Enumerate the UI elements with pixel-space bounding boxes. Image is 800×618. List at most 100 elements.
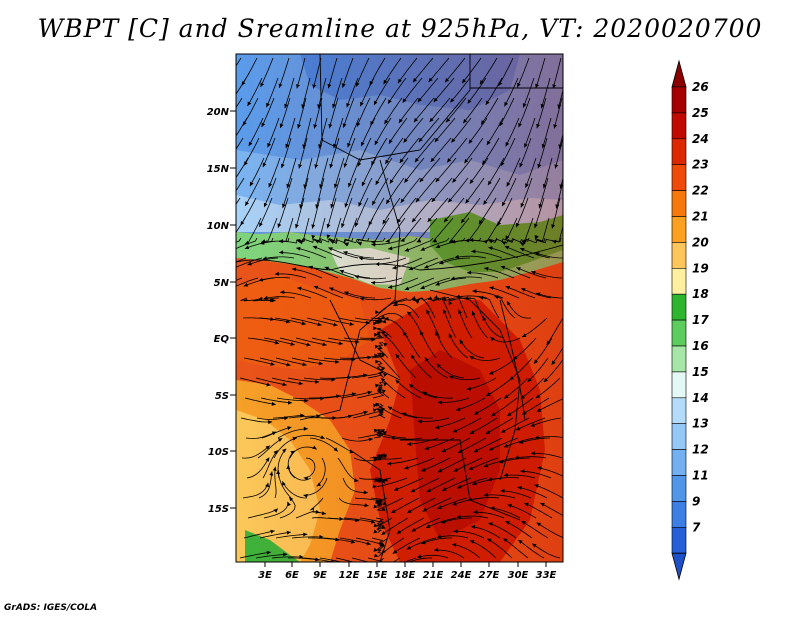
streamline-arrowhead (459, 339, 464, 345)
chart-title: WBPT [C] and Sreamline at 925hPa, VT: 20… (37, 14, 763, 43)
streamline-arrowhead (249, 181, 254, 187)
streamline-arrowhead (472, 289, 477, 294)
streamline (481, 137, 500, 165)
streamline (412, 57, 434, 83)
streamline (385, 217, 406, 242)
lon-label: 12E (339, 570, 360, 581)
lon-label: 3E (258, 570, 272, 581)
streamline (358, 257, 391, 260)
streamline-arrowhead (534, 223, 538, 229)
streamline (303, 377, 336, 381)
streamline (275, 533, 308, 539)
streamline-arrowhead (229, 286, 233, 290)
streamline (236, 257, 247, 263)
streamline-arrowhead (330, 240, 335, 244)
streamline (480, 97, 499, 125)
streamline-arrowhead (333, 143, 337, 149)
streamline (434, 117, 456, 143)
streamline (282, 177, 293, 209)
streamline (527, 357, 549, 383)
streamline (503, 437, 535, 448)
streamline (400, 217, 422, 242)
colorbar-swatch (671, 423, 687, 450)
streamline (469, 540, 497, 559)
streamline-arrowhead (266, 550, 271, 555)
streamline (473, 437, 503, 453)
streamline-arrowhead (315, 379, 320, 384)
streamline-arrowhead (375, 180, 380, 185)
streamline-arrowhead (241, 81, 246, 86)
streamline-arrowhead (302, 362, 307, 367)
streamline-arrowhead (411, 296, 416, 300)
streamline (469, 417, 498, 435)
streamline (437, 457, 467, 473)
streamline (494, 295, 516, 319)
streamline-arrowhead (443, 309, 447, 314)
streamline (449, 77, 471, 103)
streamline-arrowhead (507, 301, 511, 306)
streamline (377, 360, 385, 379)
streamline (552, 224, 563, 243)
streamline (411, 197, 433, 223)
streamline (279, 337, 311, 346)
streamline-arrowhead (341, 223, 345, 228)
streamline (522, 77, 535, 108)
streamline-arrowhead (419, 177, 424, 183)
streamline (375, 429, 391, 439)
streamline (444, 57, 466, 83)
streamline-arrowhead (454, 254, 460, 259)
streamline (435, 157, 457, 183)
streamline-arrowhead (515, 426, 521, 431)
streamline (339, 269, 371, 279)
lat-label: 5N (214, 278, 230, 289)
streamline (371, 237, 402, 245)
streamline-arrowhead (499, 459, 504, 464)
streamline-arrowhead (406, 545, 412, 550)
streamline (449, 375, 481, 381)
streamline (247, 77, 263, 107)
streamline-arrowhead (479, 80, 484, 85)
streamline (378, 354, 401, 379)
colorbar-swatch (671, 526, 687, 554)
streamline-arrowhead (414, 157, 419, 163)
streamline-arrowhead (462, 78, 467, 84)
colorbar-label: 25 (692, 106, 709, 120)
streamline (448, 217, 470, 243)
streamline-arrowhead (507, 412, 512, 416)
streamline (521, 520, 549, 539)
streamline (424, 257, 455, 269)
streamline-arrowhead (505, 142, 510, 147)
streamline (309, 437, 339, 452)
streamline-arrowhead (279, 239, 284, 244)
streamline (446, 137, 468, 163)
streamline-arrowhead (333, 322, 338, 327)
streamline (274, 273, 307, 279)
streamline-arrowhead (392, 265, 397, 270)
streamline (302, 117, 312, 149)
streamline (344, 291, 376, 299)
streamline (417, 417, 450, 422)
streamline-arrowhead (265, 482, 270, 488)
streamline (531, 453, 563, 459)
streamline-arrowhead (416, 238, 422, 243)
streamline-arrowhead (338, 341, 343, 346)
streamline (352, 409, 382, 419)
streamline (490, 397, 518, 417)
streamline (298, 137, 308, 169)
streamline-arrowhead (298, 240, 303, 245)
streamline-arrowhead (392, 549, 398, 554)
streamline-arrowhead (535, 394, 541, 399)
streamline-arrowhead (383, 79, 388, 85)
colorbar: 26 25 24 23 22 21 20 19 18 17 16 15 14 13 12 11 9 7 (671, 59, 709, 581)
streamline (487, 538, 513, 559)
streamline-arrowhead (272, 466, 277, 471)
streamline-arrowhead (478, 220, 483, 225)
colorbar-swatch (671, 501, 687, 528)
streamline (421, 457, 451, 472)
streamline-arrowhead (484, 266, 489, 271)
streamline-arrowhead (427, 217, 432, 222)
streamline-arrowhead (213, 248, 217, 252)
streamline (243, 137, 260, 166)
streamline-arrowhead (381, 507, 386, 511)
streamline-arrowhead (541, 143, 546, 149)
